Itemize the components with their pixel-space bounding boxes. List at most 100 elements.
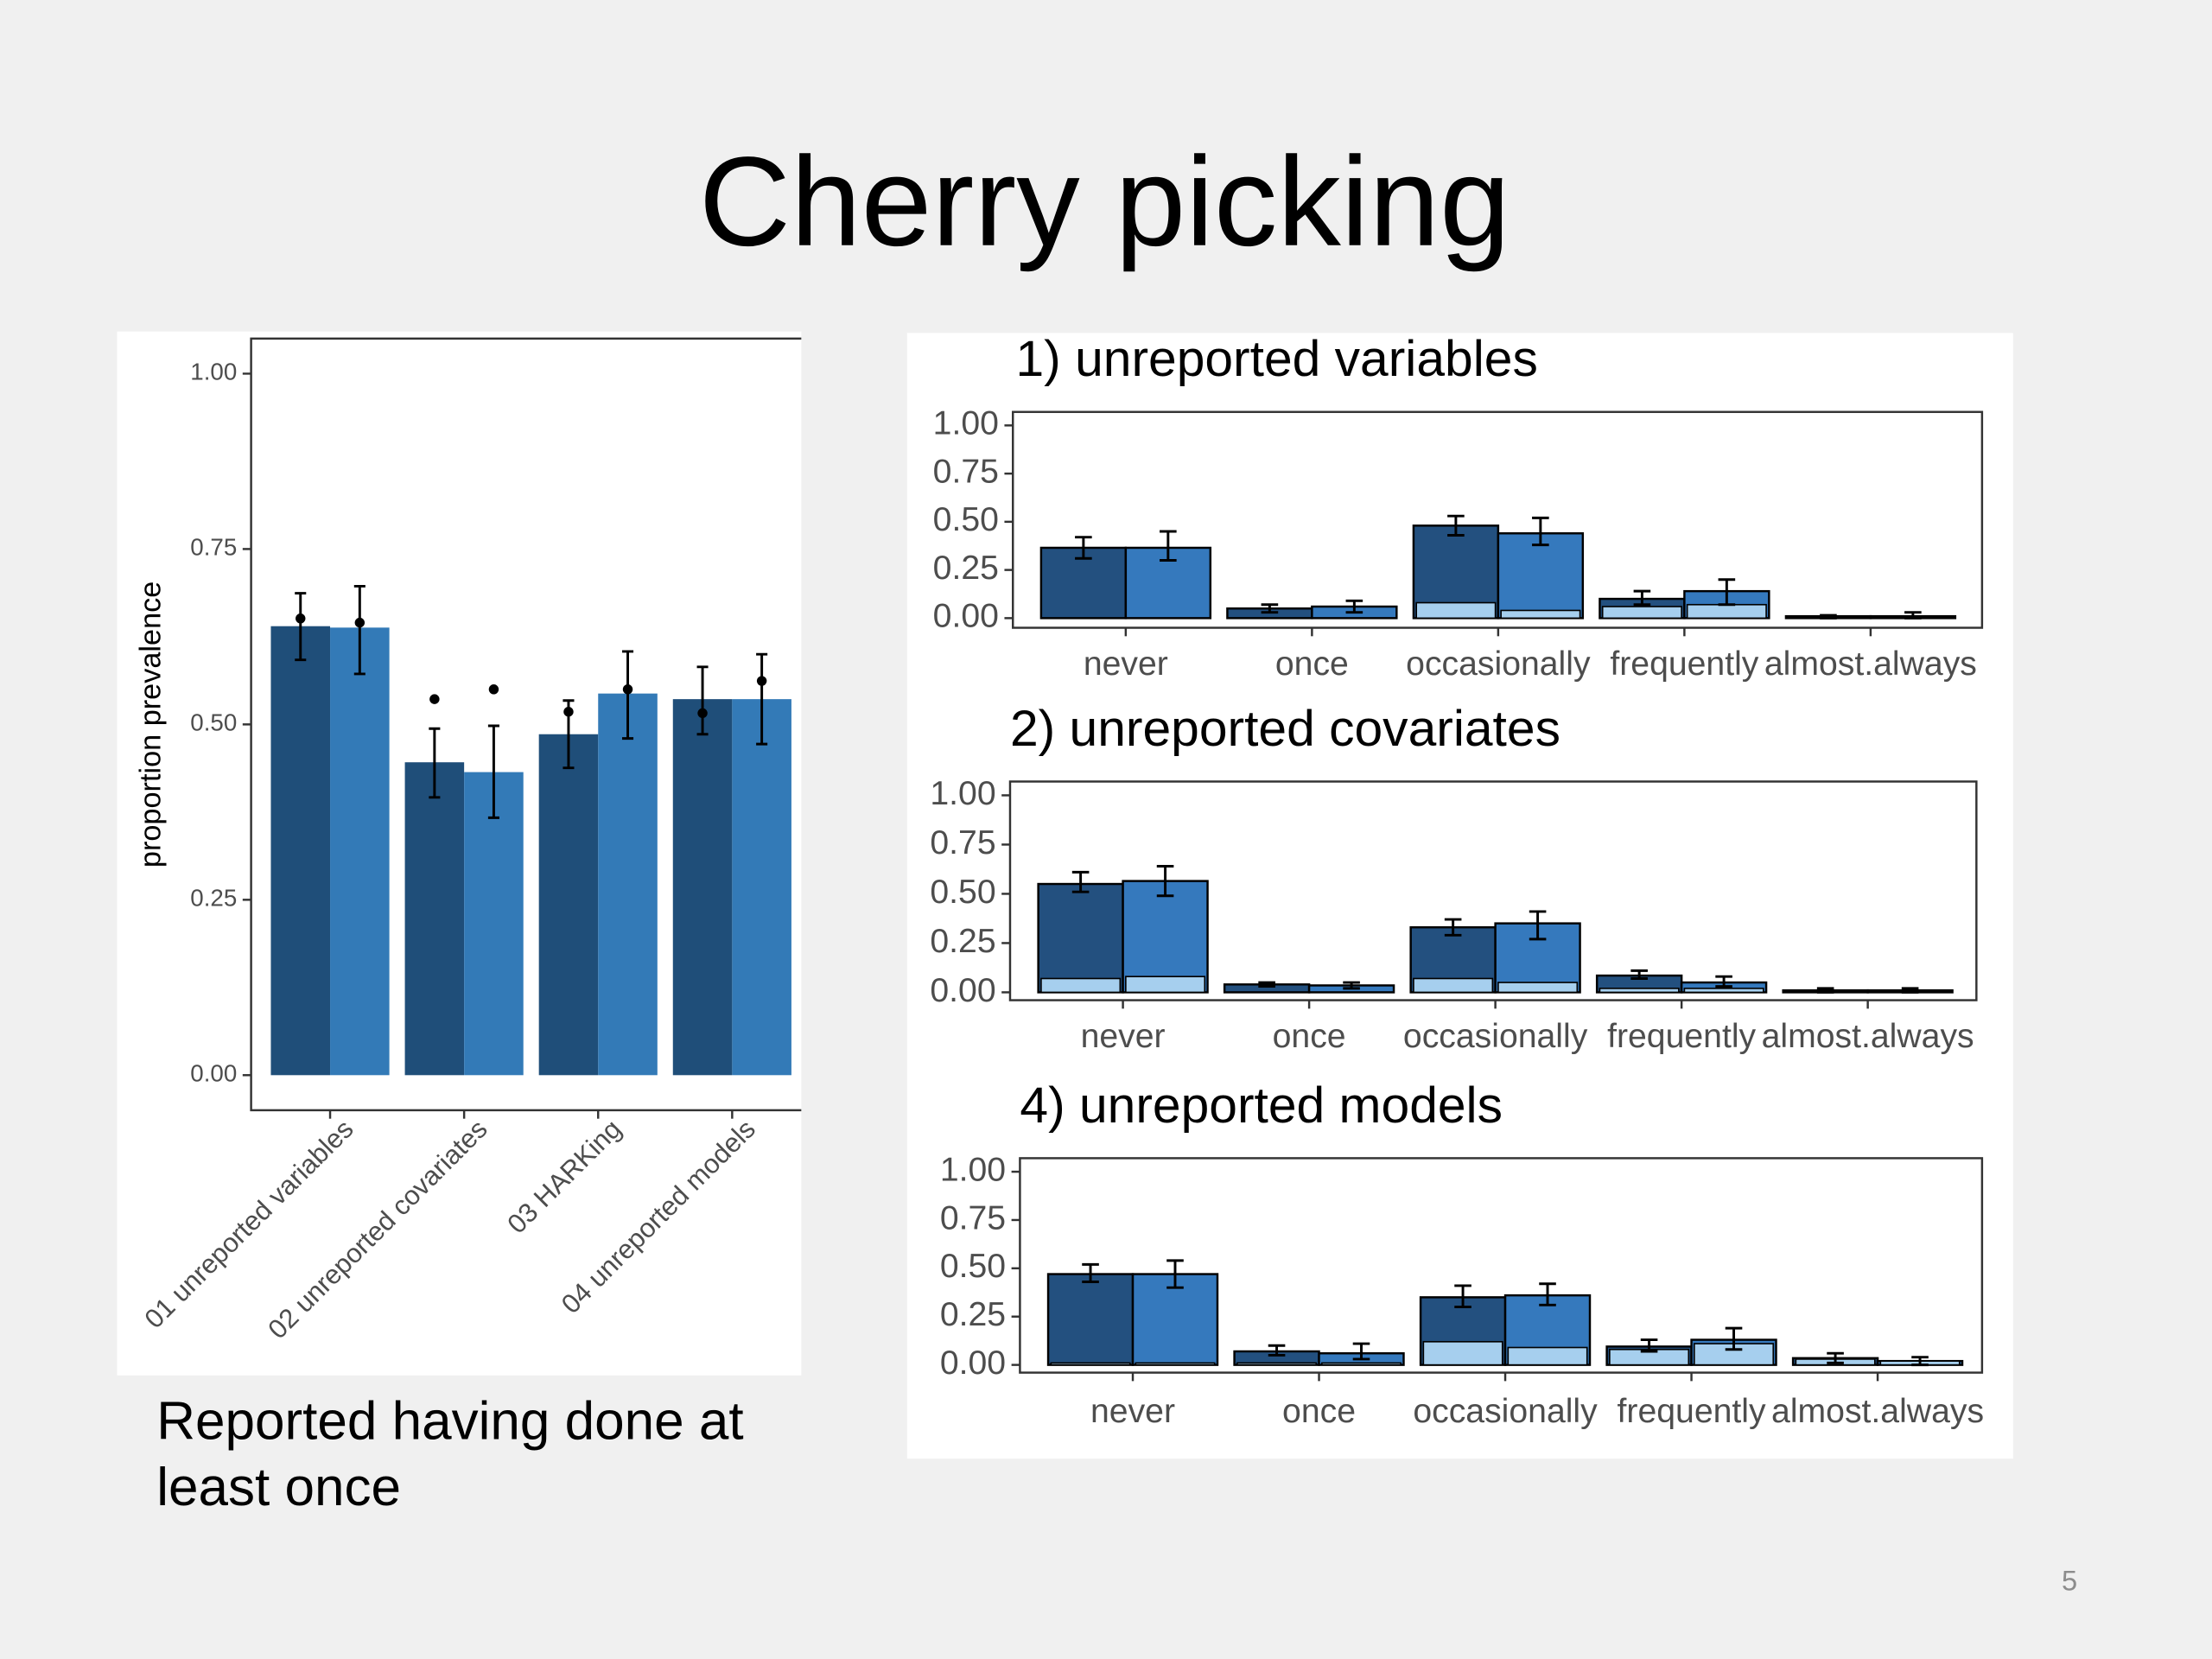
bar — [598, 693, 658, 1076]
chart: 2) unreported covariates 0.00 0.25 0.50 0.75… — [930, 701, 1978, 1055]
bar — [1046, 1273, 1135, 1366]
chart: 4) unreported models 0.00 0.25 0.50 0.75 1.00… — [940, 1077, 1984, 1430]
error-bar — [1911, 1356, 1929, 1367]
bar-inner-segment — [1125, 976, 1206, 994]
point — [697, 708, 708, 719]
error-bar — [1827, 1351, 1844, 1364]
bar-inner-segment — [1236, 1362, 1318, 1366]
y-tick-label: 0.75 — [190, 534, 237, 561]
error-bar — [1901, 987, 1919, 994]
bar — [404, 762, 465, 1076]
bar-inner-segment — [1686, 603, 1767, 620]
error-bar — [1640, 1338, 1658, 1353]
error-bar — [622, 650, 634, 741]
y-tick-label: 1.00 — [930, 775, 995, 812]
x-tick-label: almost.always — [1762, 1018, 1974, 1055]
bar-inner-segment — [1413, 977, 1494, 994]
y-tick-label: 1.00 — [190, 359, 237, 385]
bar-inner-segment — [1320, 1362, 1402, 1366]
error-bar — [696, 665, 709, 736]
y-tick-label: 0.25 — [933, 550, 999, 587]
y-tick-label: 0.50 — [933, 501, 999, 538]
error-bar — [756, 652, 768, 746]
x-tick-label: occasionally — [1403, 1018, 1588, 1055]
y-tick-label: 0.75 — [933, 453, 999, 490]
y-tick-label: 0.00 — [190, 1060, 237, 1087]
bar-inner-segment — [1040, 977, 1122, 994]
error-bar — [487, 724, 499, 819]
error-bar — [1352, 1342, 1370, 1361]
error-bar — [1071, 870, 1090, 893]
y-tick-label: 0.50 — [940, 1248, 1006, 1285]
bar — [330, 627, 390, 1076]
y-tick-label: 0.00 — [930, 972, 995, 1009]
y-tick-label: 0.50 — [930, 874, 995, 911]
error-bar — [1258, 981, 1275, 988]
y-tick-label: 1.00 — [933, 405, 999, 442]
bar — [1131, 1273, 1219, 1366]
point — [756, 676, 767, 686]
y-tick-label: 0.25 — [940, 1296, 1006, 1333]
error-bar — [1633, 589, 1651, 607]
error-bar — [1715, 975, 1732, 988]
x-tick-label: occasionally — [1406, 645, 1591, 683]
chart: 1) unreported variables 0.00 0.25 0.50 0.75 1… — [933, 331, 1984, 683]
y-tick-label: 0.50 — [190, 709, 237, 736]
error-bar — [1343, 981, 1360, 990]
bar-inner-segment — [1683, 988, 1764, 994]
y-tick-label: 0.00 — [933, 598, 999, 635]
error-bar — [1444, 918, 1462, 937]
error-bar — [1630, 969, 1648, 980]
y-tick-label: 1.00 — [940, 1151, 1006, 1188]
error-bar — [1725, 1326, 1743, 1351]
y-tick-label: 0.75 — [930, 824, 995, 861]
y-axis-label: proportion prevalence — [134, 582, 167, 868]
error-bar — [1166, 1259, 1184, 1289]
error-bar — [1532, 516, 1549, 547]
error-bar — [1268, 1344, 1286, 1357]
error-bar — [1816, 987, 1834, 994]
point — [622, 684, 633, 695]
bar — [464, 772, 524, 1076]
caption-line: Reported having done at — [156, 1391, 743, 1451]
x-tick-label: once — [1273, 1018, 1346, 1055]
error-bar — [295, 592, 307, 662]
slide-title: Cherry picking — [699, 131, 1510, 273]
plot-frame — [1019, 1157, 1984, 1374]
error-bar — [1820, 613, 1837, 620]
bar-inner-segment — [1415, 601, 1497, 620]
bar — [1037, 882, 1124, 994]
x-tick-label: once — [1275, 645, 1349, 683]
bar-inner-segment — [1050, 1362, 1131, 1366]
bar — [1494, 922, 1581, 994]
point — [488, 684, 499, 695]
page-number: 5 — [2062, 1564, 2077, 1596]
bar-inner-segment — [1500, 609, 1581, 620]
bar — [732, 699, 791, 1076]
x-tick-label: never — [1081, 1018, 1166, 1055]
bar-inner-segment — [1497, 982, 1579, 994]
x-tick-label: never — [1084, 645, 1168, 683]
y-tick-label: 0.25 — [930, 923, 995, 960]
caption-line: least once — [156, 1458, 401, 1517]
chart-title: 4) unreported models — [1020, 1077, 1503, 1134]
x-tick-label: frequently — [1618, 1393, 1766, 1430]
bar — [538, 734, 599, 1076]
error-bar — [1156, 865, 1174, 898]
error-bar — [1904, 611, 1922, 620]
y-tick-label: 0.75 — [940, 1199, 1006, 1236]
plot-frame — [1008, 780, 1978, 1001]
error-bar — [429, 727, 441, 799]
x-tick-label: never — [1090, 1393, 1175, 1430]
y-tick-label: 0.25 — [190, 885, 237, 912]
error-bar — [1529, 910, 1547, 941]
point — [354, 617, 365, 628]
bar-inner-segment — [1599, 988, 1680, 994]
error-bar — [1075, 536, 1092, 560]
error-bar — [1160, 530, 1177, 562]
x-tick-label: almost.always — [1764, 645, 1977, 683]
x-tick-label: occasionally — [1413, 1393, 1598, 1430]
error-bar — [1345, 599, 1363, 614]
